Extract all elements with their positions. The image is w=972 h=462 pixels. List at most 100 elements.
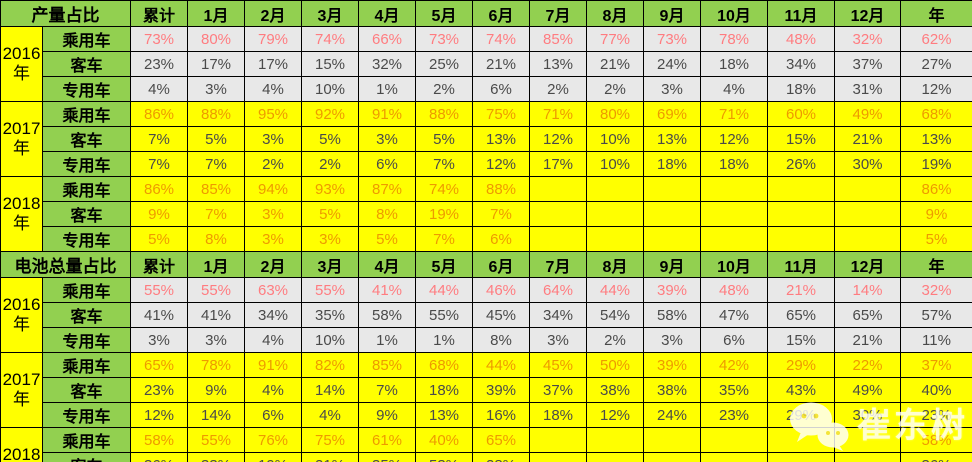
year-label: 2018年 bbox=[0, 427, 43, 462]
value-cell: 85% bbox=[358, 352, 416, 378]
column-header: 11月 bbox=[767, 251, 835, 278]
value-cell: 32% bbox=[900, 277, 972, 303]
column-header: 11月 bbox=[767, 0, 835, 27]
value-cell: 44% bbox=[472, 352, 530, 378]
value-cell: 39% bbox=[643, 277, 701, 303]
value-cell: 85% bbox=[187, 176, 245, 202]
value-cell: 18% bbox=[643, 151, 701, 177]
value-cell: 36% bbox=[130, 452, 188, 462]
value-cell: 65% bbox=[834, 302, 901, 328]
value-cell bbox=[643, 452, 701, 462]
value-cell: 57% bbox=[900, 302, 972, 328]
value-cell: 60% bbox=[767, 101, 835, 127]
value-cell: 4% bbox=[301, 402, 359, 428]
value-cell: 55% bbox=[415, 302, 473, 328]
value-cell: 82% bbox=[301, 352, 359, 378]
value-cell: 76% bbox=[244, 427, 302, 453]
value-cell: 24% bbox=[643, 51, 701, 77]
column-header: 12月 bbox=[834, 251, 901, 278]
value-cell: 58% bbox=[358, 302, 416, 328]
value-cell: 5% bbox=[415, 126, 473, 152]
value-cell: 58% bbox=[130, 427, 188, 453]
value-cell: 13% bbox=[529, 51, 587, 77]
value-cell: 18% bbox=[767, 76, 835, 102]
value-cell: 15% bbox=[767, 327, 835, 353]
value-cell: 19% bbox=[900, 151, 972, 177]
value-cell bbox=[529, 201, 587, 227]
column-header: 7月 bbox=[529, 251, 587, 278]
value-cell: 62% bbox=[900, 26, 972, 52]
value-cell: 77% bbox=[586, 26, 644, 52]
value-cell: 95% bbox=[244, 101, 302, 127]
value-cell: 45% bbox=[472, 302, 530, 328]
vehicle-type-label: 客车 bbox=[42, 452, 131, 462]
value-cell: 37% bbox=[529, 377, 587, 403]
value-cell: 34% bbox=[767, 51, 835, 77]
table-row: 客车 23% 9% 4% 14% 7% 18% 39% 37% 38% 38% 35% 43% 49% 40… bbox=[1, 377, 972, 403]
value-cell bbox=[834, 201, 901, 227]
value-cell: 7% bbox=[358, 377, 416, 403]
value-cell: 7% bbox=[187, 151, 245, 177]
table-row: 2017年 乘用车 86% 88% 95% 92% 91% 88% 75% 71% 80% 69% 71… bbox=[0, 101, 972, 177]
value-cell: 35% bbox=[358, 452, 416, 462]
value-cell: 65% bbox=[767, 302, 835, 328]
vehicle-type-label: 客车 bbox=[42, 126, 131, 152]
column-header: 10月 bbox=[700, 0, 768, 27]
value-cell: 65% bbox=[130, 352, 188, 378]
value-cell bbox=[700, 452, 768, 462]
value-cell: 19% bbox=[244, 452, 302, 462]
column-header: 累计 bbox=[130, 251, 188, 278]
column-header: 12月 bbox=[834, 0, 901, 27]
value-cell: 3% bbox=[358, 126, 416, 152]
value-cell: 14% bbox=[834, 277, 901, 303]
column-header: 年 bbox=[900, 0, 972, 27]
value-cell: 37% bbox=[900, 352, 972, 378]
value-cell: 78% bbox=[700, 26, 768, 52]
value-cell: 36% bbox=[900, 452, 972, 462]
value-cell: 4% bbox=[130, 76, 188, 102]
value-cell: 29% bbox=[767, 402, 835, 428]
value-cell: 31% bbox=[834, 76, 901, 102]
value-cell: 86% bbox=[130, 101, 188, 127]
column-header: 10月 bbox=[700, 251, 768, 278]
value-cell: 47% bbox=[700, 302, 768, 328]
value-cell: 2% bbox=[244, 151, 302, 177]
value-cell: 41% bbox=[130, 302, 188, 328]
column-header: 2月 bbox=[244, 251, 302, 278]
value-cell: 6% bbox=[700, 327, 768, 353]
value-cell: 17% bbox=[244, 51, 302, 77]
value-cell bbox=[700, 427, 768, 453]
value-cell: 26% bbox=[767, 151, 835, 177]
value-cell: 71% bbox=[700, 101, 768, 127]
value-cell: 6% bbox=[472, 76, 530, 102]
value-cell: 68% bbox=[900, 101, 972, 127]
value-cell: 75% bbox=[472, 101, 530, 127]
value-cell: 74% bbox=[415, 176, 473, 202]
value-cell: 87% bbox=[358, 176, 416, 202]
value-cell: 13% bbox=[472, 126, 530, 152]
value-cell: 28% bbox=[472, 452, 530, 462]
value-cell: 13% bbox=[415, 402, 473, 428]
value-cell: 13% bbox=[643, 126, 701, 152]
value-cell: 7% bbox=[187, 201, 245, 227]
value-cell bbox=[586, 176, 644, 202]
value-cell: 69% bbox=[643, 101, 701, 127]
value-cell: 3% bbox=[244, 126, 302, 152]
value-cell: 5% bbox=[358, 226, 416, 252]
column-header: 4月 bbox=[358, 251, 416, 278]
column-header: 6月 bbox=[472, 0, 530, 27]
value-cell: 21% bbox=[834, 126, 901, 152]
value-cell: 12% bbox=[130, 402, 188, 428]
table-row: 专用车 4% 3% 4% 10% 1% 2% 6% 2% 2% 3% 4% 18% 31% 12% bbox=[1, 76, 972, 102]
value-cell: 23% bbox=[130, 377, 188, 403]
column-header: 1月 bbox=[187, 0, 245, 27]
value-cell bbox=[767, 427, 835, 453]
value-cell: 40% bbox=[900, 377, 972, 403]
value-cell: 32% bbox=[358, 51, 416, 77]
value-cell bbox=[586, 201, 644, 227]
value-cell: 6% bbox=[358, 151, 416, 177]
value-cell: 63% bbox=[244, 277, 302, 303]
